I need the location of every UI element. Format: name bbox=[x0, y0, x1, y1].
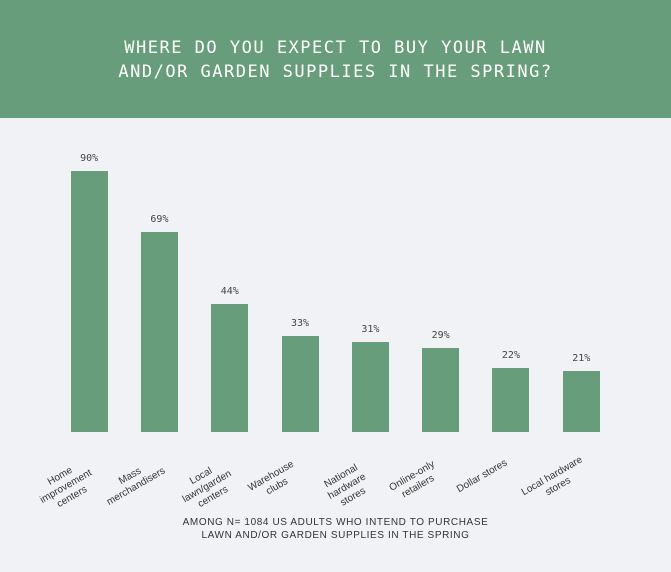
value-label: 31% bbox=[361, 324, 380, 336]
value-label: 33% bbox=[291, 318, 310, 330]
bar bbox=[281, 336, 319, 432]
bar bbox=[492, 368, 530, 432]
bar bbox=[140, 231, 178, 432]
bar bbox=[422, 347, 460, 432]
footnote: AMONG N= 1084 US ADULTS WHO INTEND TO PU… bbox=[182, 517, 489, 541]
value-label: 21% bbox=[572, 353, 591, 365]
bar bbox=[211, 304, 249, 432]
bar bbox=[70, 171, 108, 432]
value-label: 44% bbox=[220, 286, 239, 298]
chart-title: WHERE DO YOU EXPECT TO BUY YOUR LAWN AND… bbox=[118, 38, 553, 82]
bar bbox=[351, 342, 389, 432]
header: WHERE DO YOU EXPECT TO BUY YOUR LAWN AND… bbox=[0, 0, 671, 118]
value-label: 22% bbox=[501, 350, 520, 362]
value-label: 29% bbox=[431, 329, 450, 341]
value-label: 90% bbox=[80, 153, 99, 164]
bar bbox=[562, 371, 600, 432]
value-label: 69% bbox=[150, 213, 169, 225]
